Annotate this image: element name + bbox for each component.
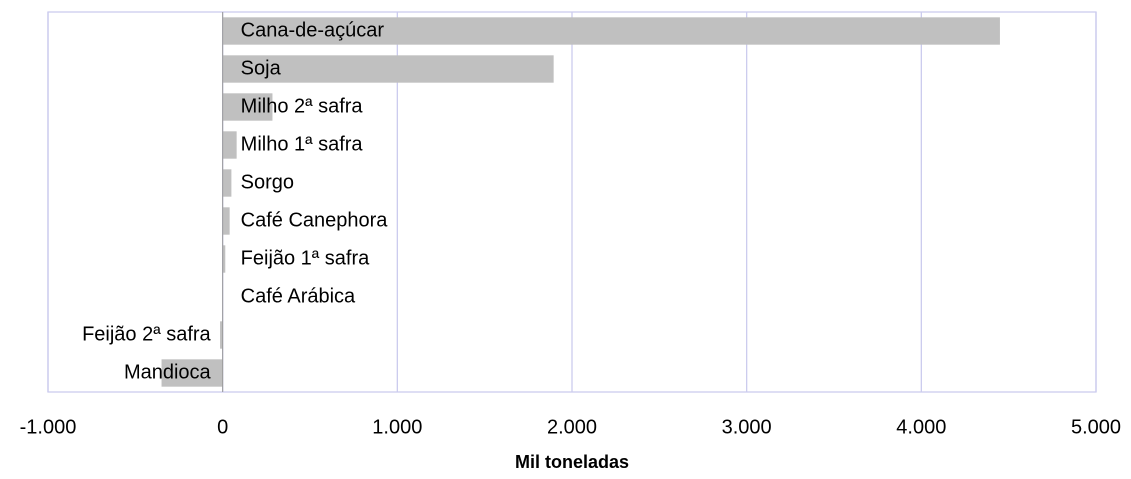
- bar-label: Milho 2ª safra: [241, 95, 364, 117]
- bar-label: Café Arábica: [241, 285, 356, 307]
- bar: [222, 93, 273, 121]
- x-tick-label: 3.000: [722, 416, 772, 438]
- bar-label: Café Canephora: [241, 209, 389, 231]
- bar: [222, 169, 232, 197]
- plot-border: [47, 11, 1097, 393]
- bar-label: Cana-de-açúcar: [241, 19, 385, 41]
- bar: [222, 55, 554, 83]
- x-tick-label: -1.000: [20, 416, 77, 438]
- bar: [222, 17, 1000, 45]
- x-tick-label: 0: [217, 416, 228, 438]
- bar-label: Sorgo: [241, 171, 294, 193]
- bar: [220, 321, 223, 349]
- bar: [222, 207, 230, 235]
- x-tick-label: 4.000: [896, 416, 946, 438]
- x-tick-label: 1.000: [372, 416, 422, 438]
- bar-label: Milho 1ª safra: [241, 133, 364, 155]
- bar: [222, 245, 226, 273]
- bar: [222, 131, 237, 159]
- x-tick-label: 2.000: [547, 416, 597, 438]
- x-axis-title: Mil toneladas: [515, 452, 629, 472]
- bar-label: Soja: [241, 57, 282, 79]
- bar-label: Feijão 2ª safra: [82, 323, 211, 345]
- x-tick-label: 5.000: [1071, 416, 1121, 438]
- bar-label: Feijão 1ª safra: [241, 247, 370, 269]
- bar: [161, 359, 223, 387]
- bar-label: Mandioca: [124, 361, 212, 383]
